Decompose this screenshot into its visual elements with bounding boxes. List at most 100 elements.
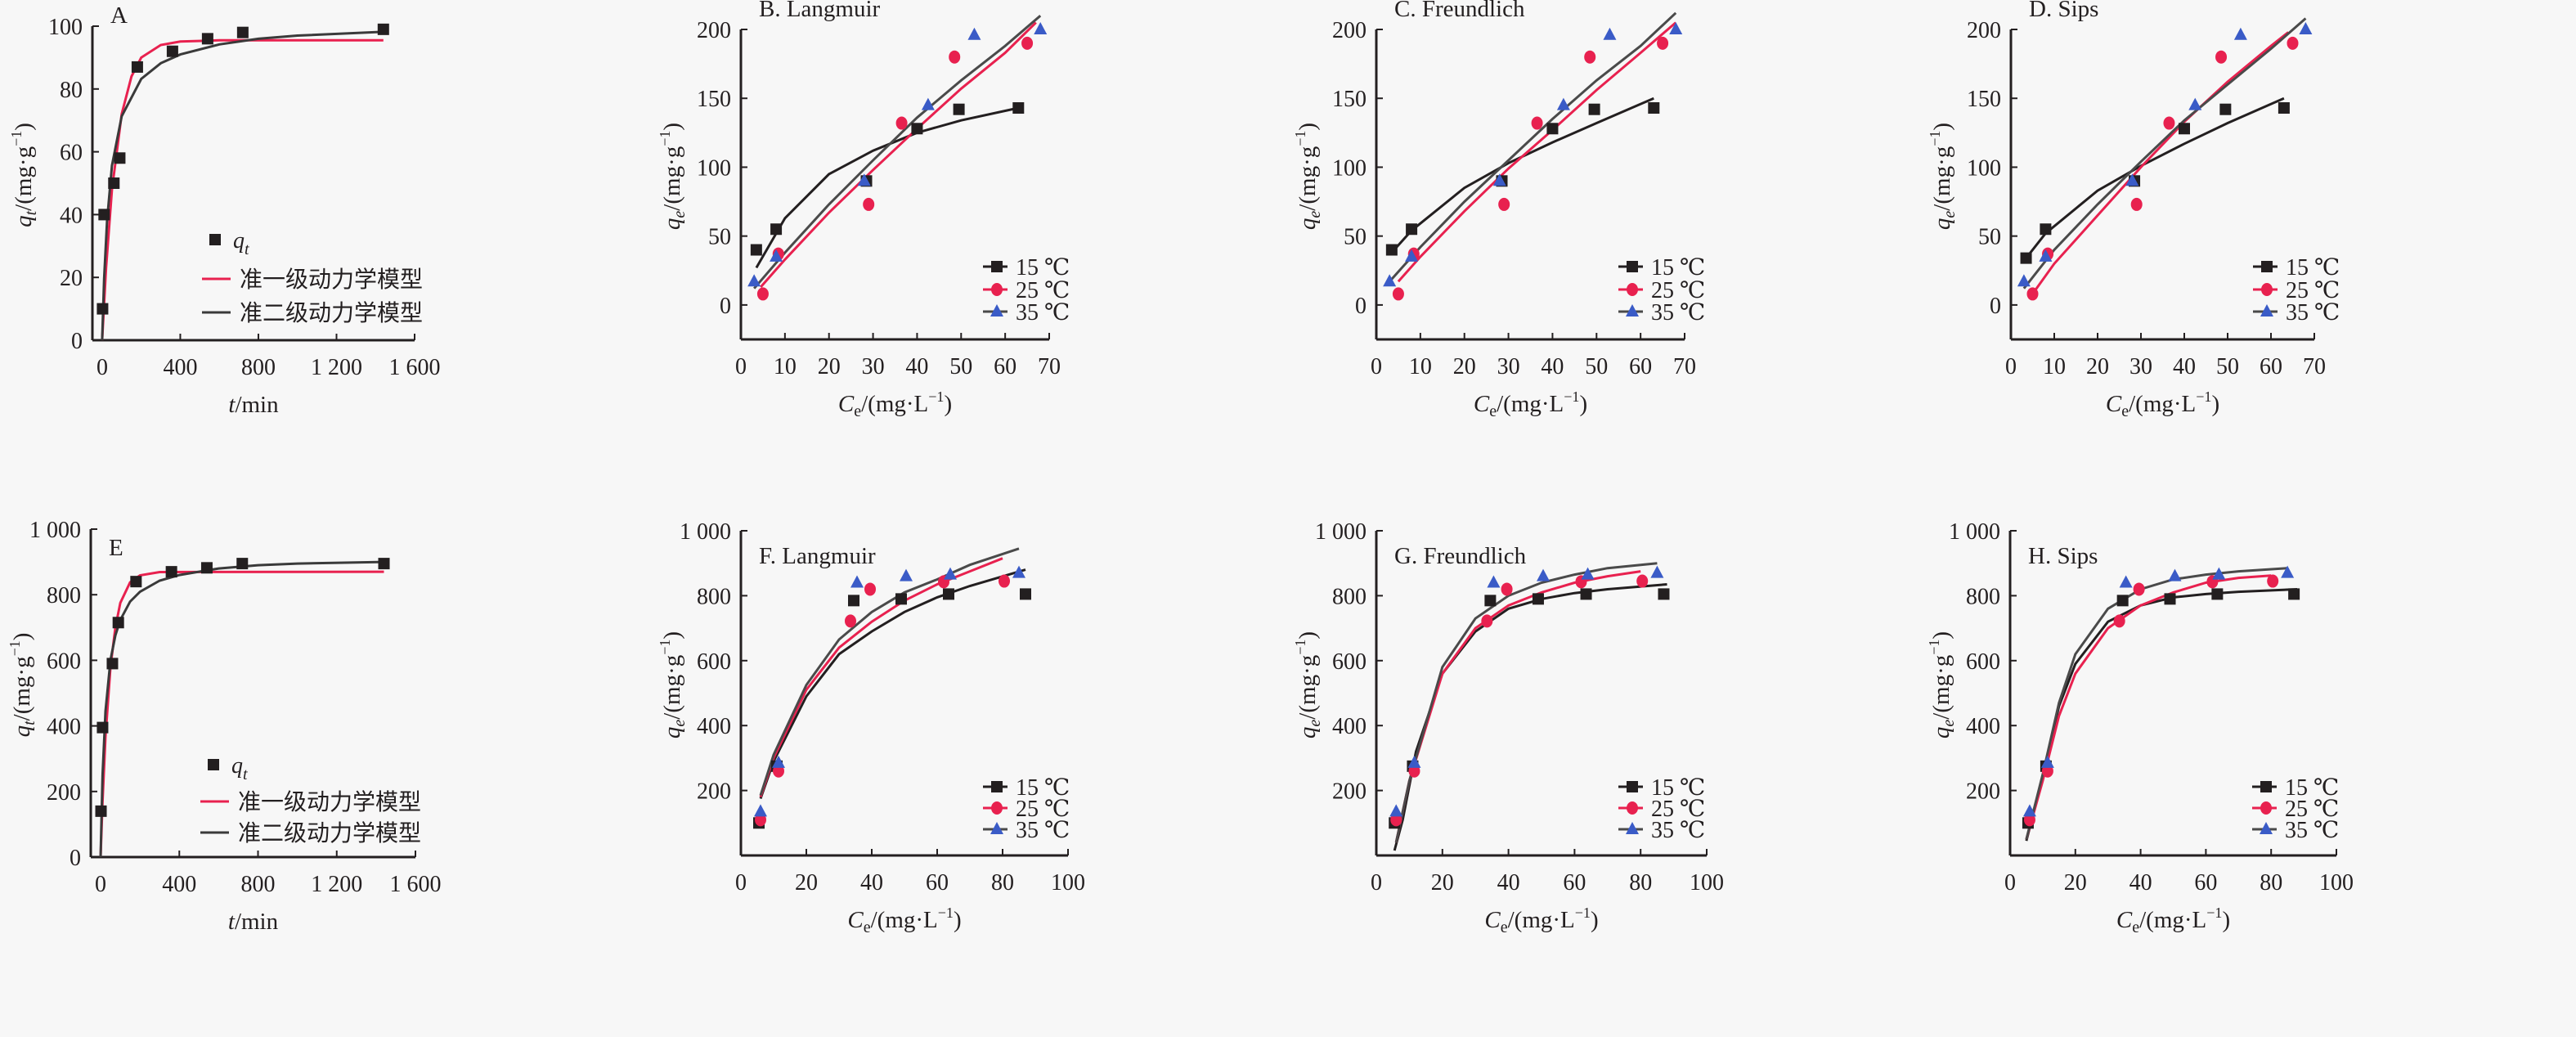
legend-marker-triangle xyxy=(2260,822,2273,834)
x-label-sup: −1 xyxy=(1575,905,1591,921)
y-tick-label: 600 xyxy=(697,649,731,675)
y-axis-label: qe/(mg·g−1) xyxy=(1926,631,1958,738)
x-tick-label: 60 xyxy=(994,354,1016,379)
y-tick-label: 400 xyxy=(1966,714,2000,739)
x-label-var: C xyxy=(838,391,855,417)
data-point-triangle xyxy=(2281,565,2295,578)
legend: 15 ℃25 ℃35 ℃ xyxy=(1618,255,1705,325)
data-point-circle xyxy=(2267,574,2279,588)
legend-marker-circle xyxy=(2261,283,2273,296)
data-point xyxy=(165,566,177,578)
y-tick-label: 150 xyxy=(697,87,731,112)
y-tick-label: 1 000 xyxy=(680,519,731,545)
x-tick-label: 0 xyxy=(2005,354,2017,379)
y-tick-label: 400 xyxy=(1332,714,1367,739)
y-label-sup: −1 xyxy=(1292,640,1308,655)
legend-label: 准一级动力学模型 xyxy=(238,788,421,815)
panel-title: G. Freundlich xyxy=(1394,543,1527,569)
data-point-circle xyxy=(864,582,876,596)
y-axis-label: qe/(mg·g−1) xyxy=(657,123,689,230)
y-tick-label: 50 xyxy=(708,225,731,250)
fit-curve-circle xyxy=(1394,570,1641,843)
data-point-triangle xyxy=(2125,173,2139,186)
y-label-sup: −1 xyxy=(657,640,673,655)
fit-curve-triangle xyxy=(759,547,1020,797)
y-tick-label: 200 xyxy=(697,18,731,43)
x-tick-label: 60 xyxy=(2260,354,2282,379)
x-tick-label: 30 xyxy=(2129,354,2152,379)
data-point-triangle xyxy=(747,274,761,287)
legend-marker-square xyxy=(991,261,1003,272)
y-tick-label: 100 xyxy=(697,155,731,181)
data-point-square xyxy=(2179,123,2190,135)
y-axis-label: qt/(mg·g−1) xyxy=(7,633,38,738)
x-tick-label: 0 xyxy=(95,872,106,897)
y-label-close: ) xyxy=(1295,631,1321,640)
x-label-close: ) xyxy=(1591,907,1599,933)
data-point xyxy=(378,558,390,570)
y-tick-label: 50 xyxy=(1344,225,1367,250)
y-label-sub: t xyxy=(22,210,40,215)
data-point-circle xyxy=(756,287,769,301)
x-axis-label: Ce/(mg·L−1) xyxy=(2106,388,2219,420)
y-tick-label: 60 xyxy=(60,141,83,166)
legend-label: 25 ℃ xyxy=(1651,278,1705,303)
x-tick-label: 80 xyxy=(2260,870,2282,896)
legend-marker-triangle xyxy=(990,304,1003,316)
legend-label: 35 ℃ xyxy=(1651,818,1705,843)
legend-marker-square xyxy=(2260,781,2272,792)
x-tick-label: 50 xyxy=(949,354,972,379)
legend: 15 ℃25 ℃35 ℃ xyxy=(983,775,1070,843)
y-tick-label: 400 xyxy=(697,714,731,739)
x-tick-label: 10 xyxy=(1409,354,1432,379)
y-label-sup: −1 xyxy=(1292,131,1308,146)
x-label-unit: /(mg·L xyxy=(861,391,928,417)
data-point-square xyxy=(1658,588,1670,600)
legend-label: 25 ℃ xyxy=(1651,797,1705,822)
legend-marker-square xyxy=(991,781,1003,792)
legend-label: 15 ℃ xyxy=(2285,775,2339,801)
x-tick-label: 80 xyxy=(1629,870,1652,896)
x-tick-label: 20 xyxy=(795,870,818,896)
x-label-unit: /(mg·L xyxy=(2129,391,2196,417)
y-tick-label: 800 xyxy=(1966,584,2000,609)
x-axis-label: t/min xyxy=(228,909,279,935)
legend-label: 15 ℃ xyxy=(1016,775,1070,801)
x-tick-label: 40 xyxy=(1541,354,1564,379)
data-point-triangle xyxy=(2040,755,2054,768)
legend-label: 25 ℃ xyxy=(1016,278,1070,303)
y-label-unit: /(mg·g xyxy=(1295,146,1321,211)
x-axis-label: Ce/(mg·L−1) xyxy=(1474,388,1587,420)
legend-marker-triangle xyxy=(2260,304,2273,316)
x-axis-label: Ce/(mg·L−1) xyxy=(838,388,952,420)
y-label-close: ) xyxy=(1295,123,1321,131)
y-tick-label: 0 xyxy=(70,846,81,871)
panel-f: 0 20 40 60 80 100 200 400 600 800 1 000 F. Langmuir… xyxy=(657,519,1085,936)
legend-label: 35 ℃ xyxy=(1016,818,1070,843)
legend-marker-square xyxy=(1627,781,1638,792)
data-point xyxy=(112,617,124,629)
y-label-close: ) xyxy=(1929,123,1955,131)
y-tick-label: 1 000 xyxy=(1949,519,2000,545)
data-point xyxy=(377,23,389,35)
y-label-sub: e xyxy=(1941,211,1959,218)
x-tick-label: 30 xyxy=(1497,354,1520,379)
y-tick-label: 800 xyxy=(47,583,81,608)
x-tick-label: 20 xyxy=(2086,354,2109,379)
y-label-var: q xyxy=(1295,218,1321,231)
data-point-triangle xyxy=(900,568,913,581)
data-point-triangle xyxy=(2168,568,2182,581)
x-label-unit: /(mg·L xyxy=(1508,907,1575,933)
x-tick-label: 60 xyxy=(926,870,949,896)
y-label-var: q xyxy=(659,727,685,739)
y-tick-label: 800 xyxy=(1332,584,1367,609)
data-point-triangle xyxy=(1537,568,1551,581)
panel-c: 0 10 20 30 40 50 60 70 0 50 100 150 200 C. Freundlich… xyxy=(1292,0,1705,420)
data-point-triangle xyxy=(2188,97,2202,110)
data-point-circle xyxy=(2026,287,2039,301)
y-label-sub: e xyxy=(671,720,689,727)
data-point-circle xyxy=(1501,582,1513,596)
legend-marker-square xyxy=(208,759,219,770)
y-tick-label: 600 xyxy=(1966,649,2000,675)
